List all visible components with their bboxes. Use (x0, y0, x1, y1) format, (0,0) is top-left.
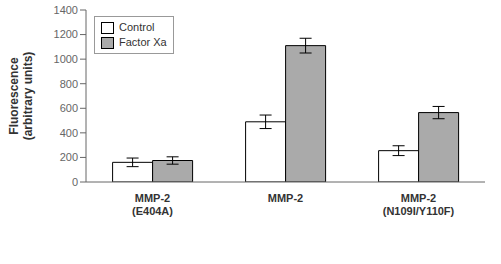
html-text:Control: Control (119, 21, 155, 33)
svg-text:Fluorescence(arbitrary units): Fluorescence(arbitrary units) (8, 52, 35, 141)
svg-text:800: 800 (60, 78, 78, 90)
svg-text:1400: 1400 (54, 4, 78, 16)
svg-text:1200: 1200 (54, 28, 78, 40)
svg-text:200: 200 (60, 151, 78, 163)
svg-text:MMP-2(N109I/Y110F): MMP-2(N109I/Y110F) (383, 192, 455, 217)
svg-text:0: 0 (72, 176, 78, 188)
html-text:Factor Xa: Factor Xa (119, 36, 167, 48)
svg-text:1000: 1000 (54, 53, 78, 65)
svg-text:MMP-2: MMP-2 (268, 192, 303, 204)
svg-text:MMP-2(E404A): MMP-2(E404A) (132, 192, 173, 217)
svg-text:400: 400 (60, 127, 78, 139)
svg-text:600: 600 (60, 102, 78, 114)
